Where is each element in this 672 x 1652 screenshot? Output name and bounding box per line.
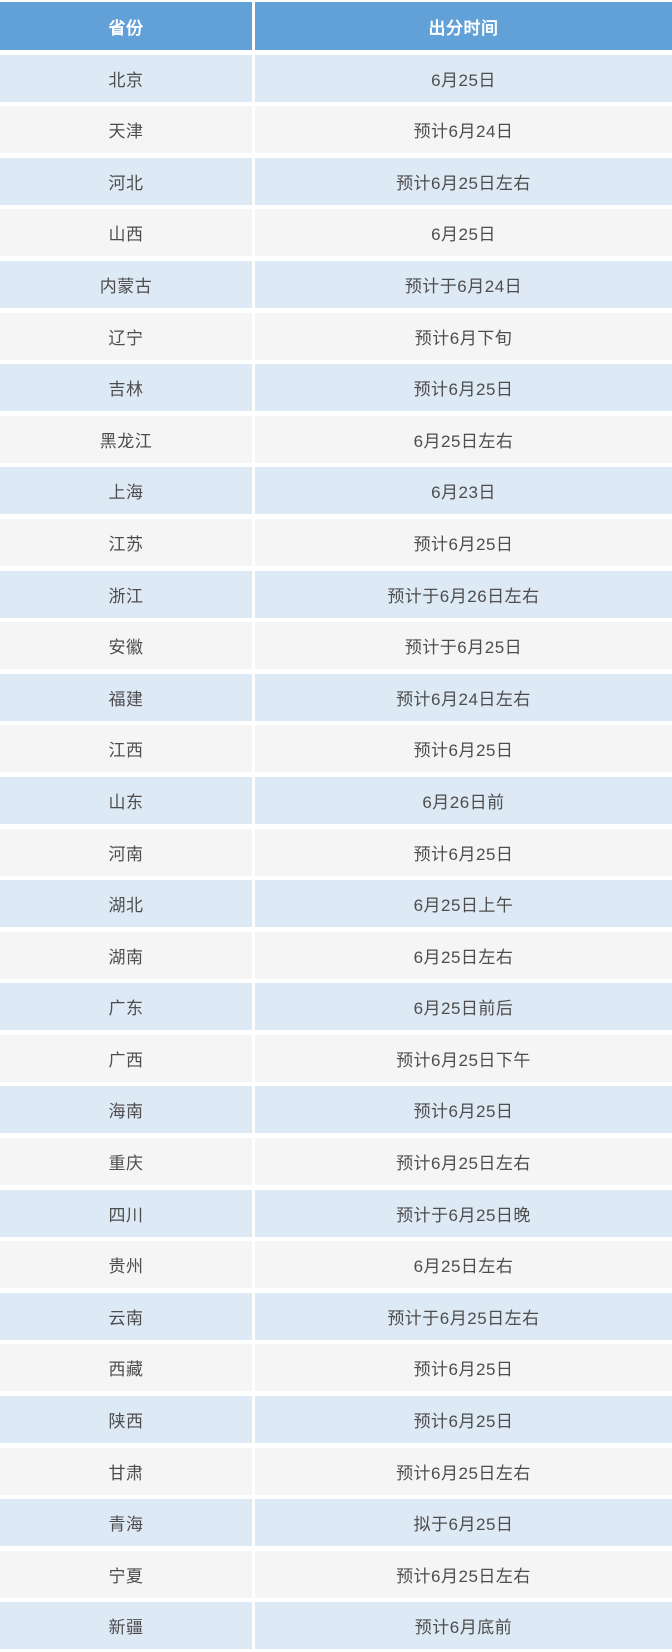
score-time-cell: 预计6月24日左右 <box>255 673 672 721</box>
province-cell: 浙江 <box>0 570 252 618</box>
score-time-cell: 预计6月25日 <box>255 1086 672 1134</box>
score-time-cell: 预计6月25日左右 <box>255 157 672 205</box>
table-row: 天津 预计6月24日 <box>0 106 672 154</box>
score-time-cell: 预计于6月25日晚 <box>255 1189 672 1237</box>
table-row: 山东 6月26日前 <box>0 776 672 824</box>
province-cell: 海南 <box>0 1086 252 1134</box>
table-row: 湖南 6月25日左右 <box>0 931 672 979</box>
score-time-cell: 预计6月下旬 <box>255 312 672 360</box>
table-row: 河南 预计6月25日 <box>0 828 672 876</box>
table-row: 重庆 预计6月25日左右 <box>0 1138 672 1186</box>
table-row: 内蒙古 预计于6月24日 <box>0 260 672 308</box>
score-time-cell: 预计6月24日 <box>255 106 672 154</box>
table-row: 新疆 预计6月底前 <box>0 1602 672 1650</box>
score-time-cell: 预计于6月26日左右 <box>255 570 672 618</box>
province-cell: 天津 <box>0 106 252 154</box>
province-cell: 黑龙江 <box>0 415 252 463</box>
score-time-cell: 6月25日左右 <box>255 1241 672 1289</box>
score-time-cell: 预计6月25日左右 <box>255 1447 672 1495</box>
province-cell: 北京 <box>0 54 252 102</box>
score-time-cell: 6月25日上午 <box>255 880 672 928</box>
province-cell: 吉林 <box>0 364 252 412</box>
table-row: 福建 预计6月24日左右 <box>0 673 672 721</box>
table-row: 湖北 6月25日上午 <box>0 880 672 928</box>
table-row: 青海 拟于6月25日 <box>0 1499 672 1547</box>
province-cell: 江西 <box>0 725 252 773</box>
score-time-cell: 预计6月25日左右 <box>255 1550 672 1598</box>
province-cell: 陕西 <box>0 1396 252 1444</box>
score-time-cell: 预计于6月24日 <box>255 260 672 308</box>
province-cell: 山西 <box>0 209 252 257</box>
province-cell: 辽宁 <box>0 312 252 360</box>
table-row: 四川 预计于6月25日晚 <box>0 1189 672 1237</box>
table-row: 江西 预计6月25日 <box>0 725 672 773</box>
table-row: 广东 6月25日前后 <box>0 983 672 1031</box>
table-row: 上海 6月23日 <box>0 467 672 515</box>
table-row: 浙江 预计于6月26日左右 <box>0 570 672 618</box>
province-cell: 甘肃 <box>0 1447 252 1495</box>
score-time-cell: 6月25日 <box>255 54 672 102</box>
province-cell: 云南 <box>0 1292 252 1340</box>
province-cell: 青海 <box>0 1499 252 1547</box>
province-cell: 内蒙古 <box>0 260 252 308</box>
table-row: 宁夏 预计6月25日左右 <box>0 1550 672 1598</box>
table-row: 陕西 预计6月25日 <box>0 1396 672 1444</box>
table-row: 山西 6月25日 <box>0 209 672 257</box>
province-cell: 河南 <box>0 828 252 876</box>
score-time-cell: 6月25日 <box>255 209 672 257</box>
table-row: 西藏 预计6月25日 <box>0 1344 672 1392</box>
score-time-cell: 预计6月25日下午 <box>255 1034 672 1082</box>
table-row: 云南 预计于6月25日左右 <box>0 1292 672 1340</box>
score-time-cell: 预计6月25日 <box>255 725 672 773</box>
score-time-cell: 预计于6月25日 <box>255 622 672 670</box>
province-cell: 湖南 <box>0 931 252 979</box>
table-row: 广西 预计6月25日下午 <box>0 1034 672 1082</box>
province-cell: 宁夏 <box>0 1550 252 1598</box>
table-row: 安徽 预计于6月25日 <box>0 622 672 670</box>
province-cell: 河北 <box>0 157 252 205</box>
table-row: 甘肃 预计6月25日左右 <box>0 1447 672 1495</box>
score-time-cell: 拟于6月25日 <box>255 1499 672 1547</box>
score-time-cell: 预计6月25日 <box>255 1396 672 1444</box>
table-row: 河北 预计6月25日左右 <box>0 157 672 205</box>
score-time-cell: 6月23日 <box>255 467 672 515</box>
province-cell: 上海 <box>0 467 252 515</box>
province-cell: 湖北 <box>0 880 252 928</box>
table-row: 黑龙江 6月25日左右 <box>0 415 672 463</box>
score-time-cell: 6月25日前后 <box>255 983 672 1031</box>
province-cell: 广西 <box>0 1034 252 1082</box>
province-cell: 西藏 <box>0 1344 252 1392</box>
score-time-cell: 预计6月25日 <box>255 1344 672 1392</box>
province-cell: 新疆 <box>0 1602 252 1650</box>
score-time-cell: 预计6月25日左右 <box>255 1138 672 1186</box>
score-time-cell: 预计6月25日 <box>255 828 672 876</box>
score-time-cell: 预计6月25日 <box>255 364 672 412</box>
table-row: 江苏 预计6月25日 <box>0 518 672 566</box>
score-time-cell: 预计于6月25日左右 <box>255 1292 672 1340</box>
table-row: 海南 预计6月25日 <box>0 1086 672 1134</box>
table-row: 北京 6月25日 <box>0 54 672 102</box>
score-time-cell: 预计6月底前 <box>255 1602 672 1650</box>
score-time-cell: 预计6月25日 <box>255 518 672 566</box>
province-cell: 贵州 <box>0 1241 252 1289</box>
table-row: 吉林 预计6月25日 <box>0 364 672 412</box>
table-row: 贵州 6月25日左右 <box>0 1241 672 1289</box>
score-time-cell: 6月25日左右 <box>255 415 672 463</box>
province-cell: 重庆 <box>0 1138 252 1186</box>
province-cell: 四川 <box>0 1189 252 1237</box>
column-header-province: 省份 <box>0 2 252 50</box>
province-cell: 江苏 <box>0 518 252 566</box>
table-row: 辽宁 预计6月下旬 <box>0 312 672 360</box>
column-header-score-time: 出分时间 <box>255 2 672 50</box>
province-cell: 广东 <box>0 983 252 1031</box>
province-cell: 安徽 <box>0 622 252 670</box>
score-time-cell: 6月26日前 <box>255 776 672 824</box>
score-time-cell: 6月25日左右 <box>255 931 672 979</box>
province-cell: 山东 <box>0 776 252 824</box>
province-cell: 福建 <box>0 673 252 721</box>
table-header-row: 省份 出分时间 <box>0 2 672 50</box>
